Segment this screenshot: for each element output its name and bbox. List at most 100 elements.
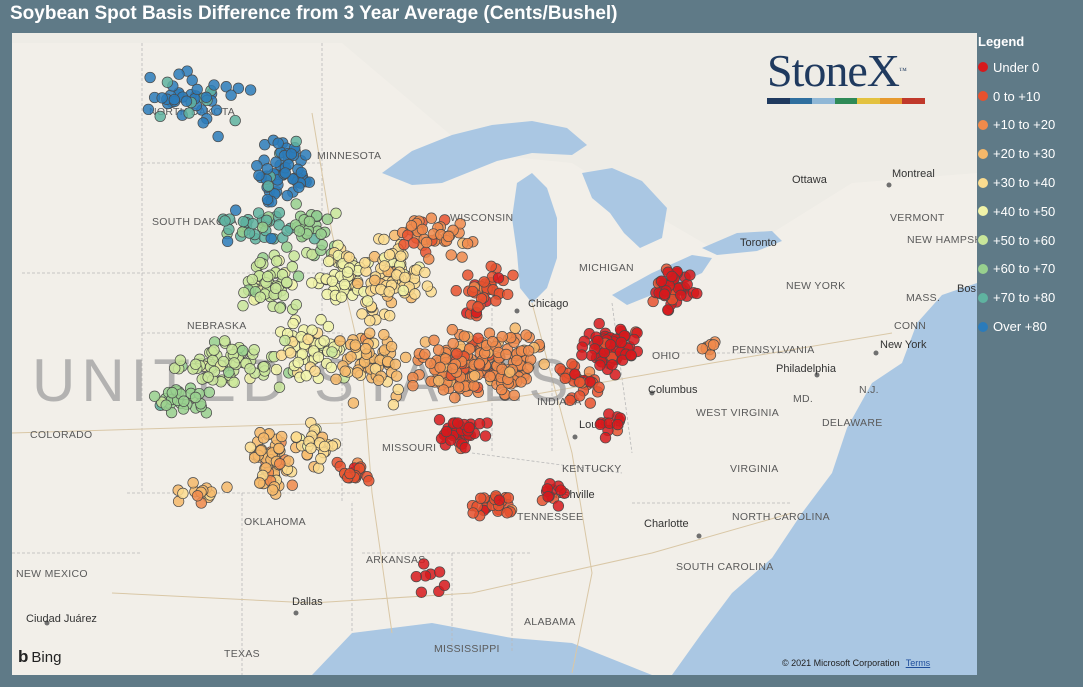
basis-point[interactable] (230, 204, 242, 216)
basis-point[interactable] (655, 275, 668, 287)
basis-point[interactable] (399, 271, 411, 284)
basis-point[interactable] (398, 238, 410, 251)
basis-point[interactable] (272, 137, 284, 149)
basis-point[interactable] (270, 156, 282, 168)
basis-point[interactable] (423, 253, 435, 265)
basis-point[interactable] (344, 467, 356, 480)
basis-point[interactable] (372, 374, 385, 386)
basis-point[interactable] (148, 390, 161, 402)
basis-point[interactable] (244, 441, 257, 453)
basis-point[interactable] (364, 315, 376, 327)
basis-point[interactable] (237, 215, 250, 228)
legend-item[interactable]: Over +80 (978, 312, 1082, 341)
basis-point[interactable] (290, 135, 302, 148)
basis-point[interactable] (446, 362, 459, 375)
basis-point[interactable] (248, 344, 260, 356)
basis-point[interactable] (254, 291, 266, 303)
basis-point[interactable] (237, 300, 249, 312)
basis-point[interactable] (300, 149, 312, 161)
basis-point[interactable] (352, 277, 364, 290)
basis-point[interactable] (520, 329, 532, 341)
basis-point[interactable] (286, 261, 298, 273)
basis-point[interactable] (290, 198, 302, 210)
basis-point[interactable] (468, 370, 481, 382)
basis-point[interactable] (472, 332, 484, 344)
basis-point[interactable] (252, 207, 265, 219)
basis-point[interactable] (349, 339, 361, 351)
basis-point[interactable] (459, 442, 471, 454)
basis-point[interactable] (276, 430, 288, 443)
basis-point[interactable] (490, 295, 502, 307)
basis-point[interactable] (208, 79, 220, 91)
basis-point[interactable] (472, 301, 484, 313)
basis-point[interactable] (360, 343, 372, 355)
basis-point[interactable] (362, 295, 374, 307)
basis-point[interactable] (452, 381, 465, 393)
basis-point[interactable] (463, 343, 476, 355)
basis-point[interactable] (191, 83, 203, 96)
basis-point[interactable] (383, 249, 396, 261)
basis-point[interactable] (267, 484, 279, 496)
basis-point[interactable] (463, 421, 475, 434)
basis-point[interactable] (228, 376, 240, 389)
basis-point[interactable] (315, 228, 327, 240)
basis-point[interactable] (552, 500, 565, 512)
basis-point[interactable] (281, 276, 293, 289)
basis-point[interactable] (197, 117, 209, 129)
basis-point[interactable] (265, 232, 277, 245)
basis-point[interactable] (178, 395, 190, 407)
basis-point[interactable] (409, 288, 421, 300)
basis-point[interactable] (363, 475, 375, 487)
bing-attribution[interactable]: b Bing (18, 647, 61, 667)
basis-point[interactable] (434, 361, 446, 374)
basis-point[interactable] (257, 221, 269, 233)
basis-point[interactable] (451, 348, 463, 360)
basis-point[interactable] (228, 357, 240, 369)
basis-point[interactable] (251, 160, 263, 172)
basis-point[interactable] (452, 417, 464, 429)
basis-point[interactable] (292, 356, 304, 369)
basis-point[interactable] (511, 354, 523, 367)
basis-point[interactable] (335, 291, 348, 303)
basis-point[interactable] (339, 365, 351, 377)
basis-point[interactable] (383, 286, 395, 298)
basis-point[interactable] (594, 359, 606, 371)
basis-point[interactable] (154, 110, 166, 123)
basis-point[interactable] (385, 340, 398, 353)
basis-point[interactable] (243, 227, 256, 239)
legend-item[interactable]: +50 to +60 (978, 226, 1082, 255)
basis-point[interactable] (466, 285, 479, 298)
basis-point[interactable] (433, 566, 446, 578)
basis-point[interactable] (378, 260, 391, 272)
basis-point[interactable] (604, 339, 617, 351)
basis-point[interactable] (658, 288, 671, 300)
basis-point[interactable] (217, 355, 230, 368)
basis-point[interactable] (287, 173, 299, 185)
basis-point[interactable] (187, 477, 199, 489)
basis-point[interactable] (281, 241, 293, 253)
basis-point[interactable] (261, 193, 274, 206)
basis-point[interactable] (323, 255, 335, 268)
basis-point[interactable] (416, 223, 429, 236)
basis-point[interactable] (500, 348, 512, 361)
basis-point[interactable] (345, 351, 357, 363)
basis-point[interactable] (302, 333, 314, 345)
basis-point[interactable] (593, 381, 605, 393)
legend-item[interactable]: +40 to +50 (978, 197, 1082, 226)
basis-point[interactable] (628, 333, 640, 346)
basis-point[interactable] (395, 250, 407, 262)
basis-point[interactable] (599, 432, 612, 444)
basis-point[interactable] (569, 368, 581, 380)
basis-point[interactable] (507, 269, 519, 281)
basis-point[interactable] (419, 348, 431, 360)
basis-point[interactable] (450, 285, 462, 297)
basis-point[interactable] (343, 251, 355, 263)
basis-point[interactable] (284, 347, 297, 359)
legend-item[interactable]: +10 to +20 (978, 111, 1082, 140)
basis-point[interactable] (281, 225, 293, 237)
basis-point[interactable] (615, 336, 627, 349)
basis-point[interactable] (612, 418, 624, 431)
basis-point[interactable] (523, 345, 535, 357)
basis-point[interactable] (273, 207, 286, 219)
basis-point[interactable] (186, 74, 198, 86)
